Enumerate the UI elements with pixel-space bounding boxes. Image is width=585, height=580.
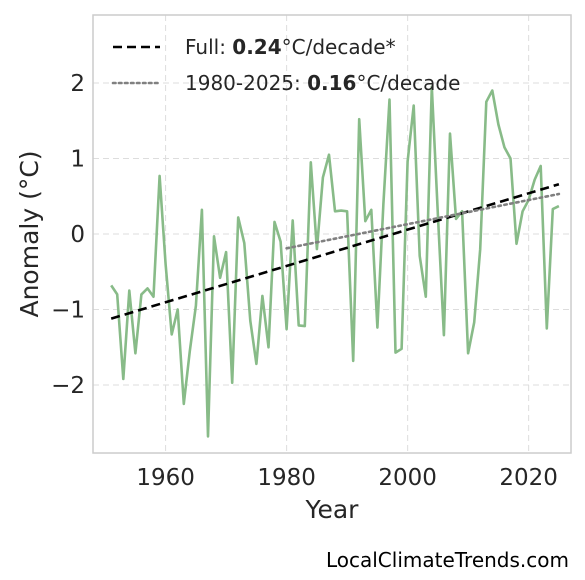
site-credit: LocalClimateTrends.com	[325, 548, 569, 572]
legend-recent-prefix: 1980-2025:	[185, 71, 307, 95]
y-tick-label: −1	[51, 298, 85, 324]
y-tick-label: −2	[51, 373, 85, 399]
legend: Full: 0.24°C/decade* 1980-2025: 0.16°C/d…	[111, 35, 460, 95]
anomaly-series-line	[110, 85, 560, 438]
grid	[93, 15, 571, 453]
legend-entry-recent: 1980-2025: 0.16°C/decade	[185, 71, 460, 95]
y-tick-label: 0	[70, 222, 85, 248]
x-tick-label: 1980	[257, 465, 316, 491]
x-axis-label: Year	[305, 495, 360, 524]
ticks: 1960 1980 2000 2020 2 1 0 −1 −2	[51, 71, 558, 491]
x-tick-label: 1960	[136, 465, 195, 491]
legend-full-suffix: °C/decade*	[282, 35, 396, 59]
recent-trend-line	[285, 192, 561, 250]
legend-entry-full: Full: 0.24°C/decade*	[185, 35, 396, 59]
legend-full-prefix: Full:	[185, 35, 232, 59]
plot-frame	[92, 14, 572, 454]
full-trend-line	[110, 182, 560, 320]
x-tick-label: 2020	[499, 465, 558, 491]
legend-full-value: 0.24	[232, 35, 281, 59]
y-tick-label: 2	[70, 71, 85, 97]
legend-recent-value: 0.16	[307, 71, 356, 95]
y-axis-label: Anomaly (°C)	[15, 150, 44, 317]
legend-recent-suffix: °C/decade	[356, 71, 460, 95]
plot-area	[110, 85, 561, 438]
y-tick-label: 1	[70, 146, 85, 172]
x-tick-label: 2000	[378, 465, 437, 491]
